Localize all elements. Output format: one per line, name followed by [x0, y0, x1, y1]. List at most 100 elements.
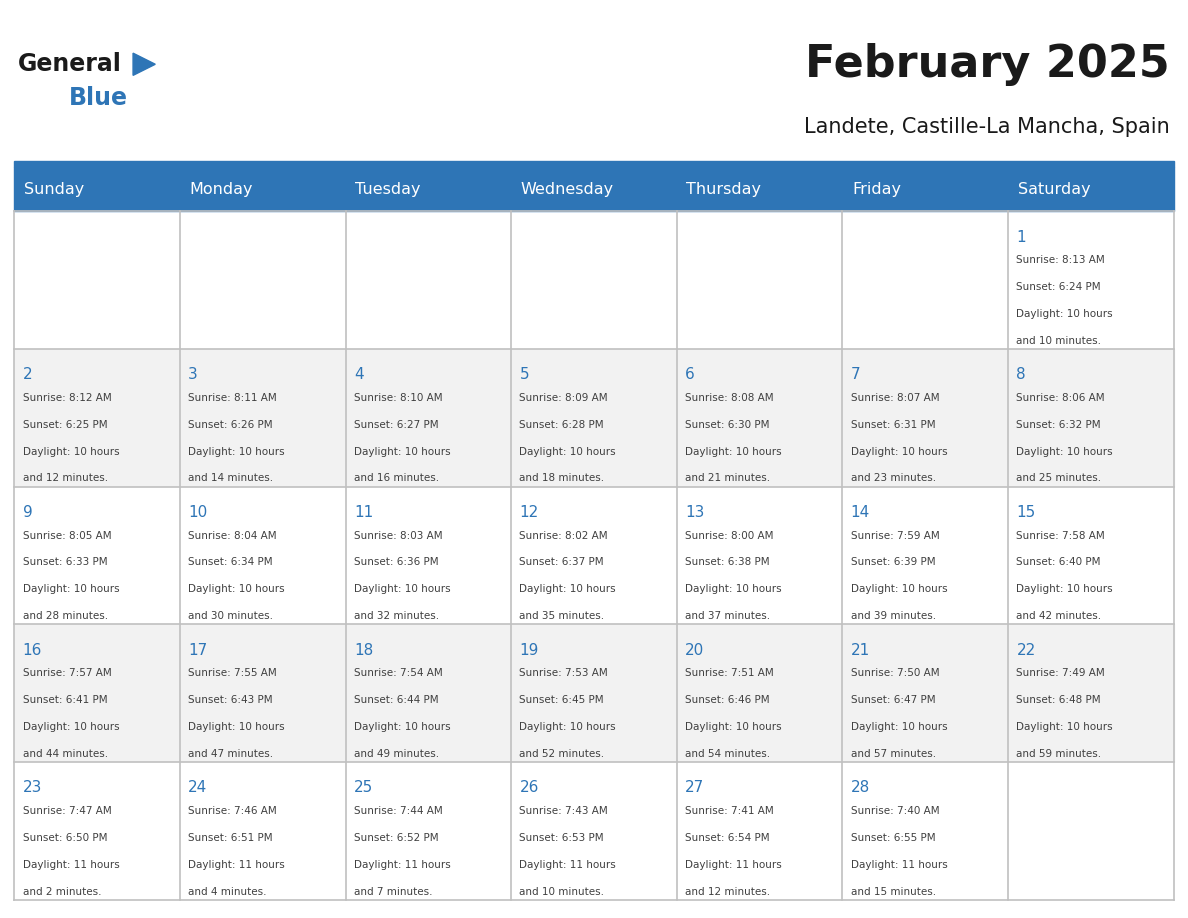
Text: Sunrise: 8:05 AM: Sunrise: 8:05 AM	[23, 531, 112, 541]
Text: Sunrise: 7:49 AM: Sunrise: 7:49 AM	[1017, 668, 1105, 678]
Text: Daylight: 10 hours: Daylight: 10 hours	[354, 585, 450, 594]
Text: Thursday: Thursday	[687, 182, 762, 196]
Text: 8: 8	[1017, 367, 1026, 382]
Text: Tuesday: Tuesday	[355, 182, 421, 196]
Text: Sunset: 6:34 PM: Sunset: 6:34 PM	[188, 557, 273, 567]
Text: Sunrise: 8:03 AM: Sunrise: 8:03 AM	[354, 531, 442, 541]
Text: and 37 minutes.: and 37 minutes.	[685, 611, 770, 621]
Text: and 42 minutes.: and 42 minutes.	[1017, 611, 1101, 621]
Bar	[14, 211, 1174, 349]
Bar	[14, 624, 1174, 762]
Text: 28: 28	[851, 780, 870, 795]
Text: and 23 minutes.: and 23 minutes.	[851, 474, 936, 484]
Text: Daylight: 10 hours: Daylight: 10 hours	[1017, 585, 1113, 594]
Text: and 30 minutes.: and 30 minutes.	[188, 611, 273, 621]
Text: Daylight: 11 hours: Daylight: 11 hours	[354, 859, 450, 869]
Text: Sunset: 6:54 PM: Sunset: 6:54 PM	[685, 833, 770, 843]
Text: 16: 16	[23, 643, 42, 657]
Text: Sunset: 6:37 PM: Sunset: 6:37 PM	[519, 557, 605, 567]
Text: Sunrise: 8:09 AM: Sunrise: 8:09 AM	[519, 393, 608, 403]
Text: Sunset: 6:40 PM: Sunset: 6:40 PM	[1017, 557, 1101, 567]
Text: Sunrise: 8:08 AM: Sunrise: 8:08 AM	[685, 393, 773, 403]
Text: 11: 11	[354, 505, 373, 520]
Text: 17: 17	[188, 643, 208, 657]
Text: Daylight: 10 hours: Daylight: 10 hours	[519, 585, 617, 594]
Text: Daylight: 11 hours: Daylight: 11 hours	[851, 859, 948, 869]
Text: Sunrise: 8:12 AM: Sunrise: 8:12 AM	[23, 393, 112, 403]
Text: Daylight: 10 hours: Daylight: 10 hours	[519, 722, 617, 732]
Text: Daylight: 11 hours: Daylight: 11 hours	[685, 859, 782, 869]
Text: Daylight: 10 hours: Daylight: 10 hours	[188, 446, 285, 456]
Text: Daylight: 10 hours: Daylight: 10 hours	[519, 446, 617, 456]
Text: and 14 minutes.: and 14 minutes.	[188, 474, 273, 484]
Text: Sunset: 6:45 PM: Sunset: 6:45 PM	[519, 695, 605, 705]
Text: 23: 23	[23, 780, 42, 795]
Text: Sunset: 6:46 PM: Sunset: 6:46 PM	[685, 695, 770, 705]
Text: Daylight: 10 hours: Daylight: 10 hours	[851, 446, 947, 456]
Text: Sunset: 6:28 PM: Sunset: 6:28 PM	[519, 420, 605, 430]
Text: Sunrise: 8:11 AM: Sunrise: 8:11 AM	[188, 393, 277, 403]
Text: Sunrise: 7:57 AM: Sunrise: 7:57 AM	[23, 668, 112, 678]
Text: Sunset: 6:32 PM: Sunset: 6:32 PM	[1017, 420, 1101, 430]
Polygon shape	[133, 53, 156, 75]
Text: Sunset: 6:43 PM: Sunset: 6:43 PM	[188, 695, 273, 705]
Text: February 2025: February 2025	[805, 43, 1170, 85]
Text: 5: 5	[519, 367, 529, 382]
Text: and 7 minutes.: and 7 minutes.	[354, 887, 432, 897]
Text: 10: 10	[188, 505, 208, 520]
Text: Daylight: 10 hours: Daylight: 10 hours	[1017, 722, 1113, 732]
Text: Sunrise: 7:54 AM: Sunrise: 7:54 AM	[354, 668, 443, 678]
Text: and 52 minutes.: and 52 minutes.	[519, 749, 605, 759]
Text: Sunrise: 8:04 AM: Sunrise: 8:04 AM	[188, 531, 277, 541]
Text: Sunrise: 7:41 AM: Sunrise: 7:41 AM	[685, 806, 773, 816]
Text: 9: 9	[23, 505, 32, 520]
Text: Daylight: 10 hours: Daylight: 10 hours	[685, 446, 782, 456]
Text: Daylight: 10 hours: Daylight: 10 hours	[188, 585, 285, 594]
Text: 24: 24	[188, 780, 208, 795]
Text: Daylight: 10 hours: Daylight: 10 hours	[354, 446, 450, 456]
Text: and 32 minutes.: and 32 minutes.	[354, 611, 440, 621]
Text: Daylight: 10 hours: Daylight: 10 hours	[851, 722, 947, 732]
Text: Daylight: 10 hours: Daylight: 10 hours	[23, 585, 119, 594]
Text: Daylight: 10 hours: Daylight: 10 hours	[851, 585, 947, 594]
Text: Sunrise: 7:43 AM: Sunrise: 7:43 AM	[519, 806, 608, 816]
Text: Monday: Monday	[189, 182, 253, 196]
Text: and 10 minutes.: and 10 minutes.	[519, 887, 605, 897]
Text: and 18 minutes.: and 18 minutes.	[519, 474, 605, 484]
Text: Friday: Friday	[852, 182, 901, 196]
Text: Sunset: 6:39 PM: Sunset: 6:39 PM	[851, 557, 935, 567]
Text: Sunrise: 7:40 AM: Sunrise: 7:40 AM	[851, 806, 940, 816]
Text: Daylight: 10 hours: Daylight: 10 hours	[685, 585, 782, 594]
Text: and 39 minutes.: and 39 minutes.	[851, 611, 936, 621]
Text: Sunset: 6:52 PM: Sunset: 6:52 PM	[354, 833, 438, 843]
Text: 4: 4	[354, 367, 364, 382]
Text: Daylight: 10 hours: Daylight: 10 hours	[685, 722, 782, 732]
Text: 18: 18	[354, 643, 373, 657]
Text: Sunrise: 7:50 AM: Sunrise: 7:50 AM	[851, 668, 940, 678]
Text: and 35 minutes.: and 35 minutes.	[519, 611, 605, 621]
Text: Sunset: 6:36 PM: Sunset: 6:36 PM	[354, 557, 438, 567]
Text: Daylight: 11 hours: Daylight: 11 hours	[519, 859, 617, 869]
Text: General: General	[18, 52, 121, 76]
Text: 1: 1	[1017, 230, 1026, 244]
Text: Daylight: 10 hours: Daylight: 10 hours	[23, 446, 119, 456]
Text: Sunset: 6:55 PM: Sunset: 6:55 PM	[851, 833, 935, 843]
Text: and 10 minutes.: and 10 minutes.	[1017, 336, 1101, 346]
Text: Sunset: 6:53 PM: Sunset: 6:53 PM	[519, 833, 605, 843]
Text: 19: 19	[519, 643, 539, 657]
Text: 6: 6	[685, 367, 695, 382]
Text: Sunrise: 7:59 AM: Sunrise: 7:59 AM	[851, 531, 940, 541]
Text: Sunrise: 7:53 AM: Sunrise: 7:53 AM	[519, 668, 608, 678]
Text: 21: 21	[851, 643, 870, 657]
Text: Daylight: 10 hours: Daylight: 10 hours	[188, 722, 285, 732]
Text: Sunset: 6:33 PM: Sunset: 6:33 PM	[23, 557, 107, 567]
Text: Sunrise: 8:02 AM: Sunrise: 8:02 AM	[519, 531, 608, 541]
Text: Sunset: 6:26 PM: Sunset: 6:26 PM	[188, 420, 273, 430]
Text: Daylight: 10 hours: Daylight: 10 hours	[23, 722, 119, 732]
Text: Wednesday: Wednesday	[520, 182, 614, 196]
Bar	[14, 167, 1174, 211]
Text: and 25 minutes.: and 25 minutes.	[1017, 474, 1101, 484]
Text: 13: 13	[685, 505, 704, 520]
Text: and 44 minutes.: and 44 minutes.	[23, 749, 108, 759]
Text: and 59 minutes.: and 59 minutes.	[1017, 749, 1101, 759]
